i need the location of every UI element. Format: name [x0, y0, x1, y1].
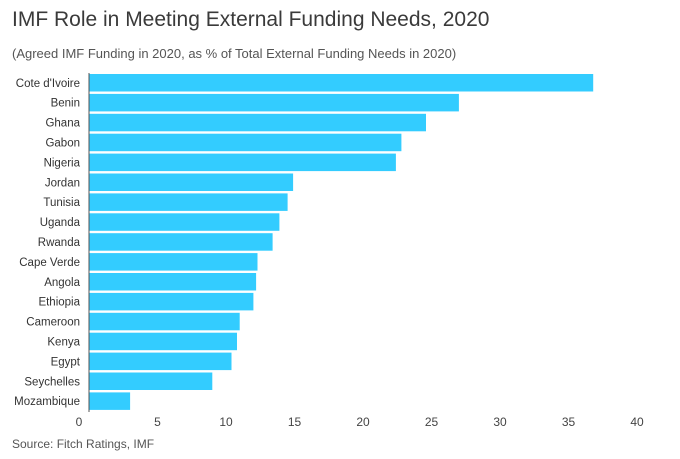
x-tick-label-0: 0 — [76, 415, 83, 429]
x-tick-label-40: 40 — [630, 415, 644, 429]
category-labels: Cote d'Ivoire Benin Ghana Gabon Nigeria Jorda… — [14, 78, 81, 408]
category-label-benin: Benin — [51, 98, 80, 110]
chart-subtitle: (Agreed IMF Funding in 2020, as % of Tot… — [12, 46, 457, 61]
category-label-tunisia: Tunisia — [43, 197, 80, 209]
x-tick-label-30: 30 — [493, 415, 507, 429]
category-label-mozambique: Mozambique — [14, 396, 80, 408]
category-label-uganda: Uganda — [40, 217, 81, 229]
x-tick-label-10: 10 — [219, 415, 233, 429]
category-label-seychelles: Seychelles — [24, 376, 80, 388]
bar-seychelles — [89, 372, 213, 390]
category-label-ghana: Ghana — [45, 118, 80, 130]
bars-group — [89, 74, 594, 410]
bar-angola — [89, 273, 257, 291]
bar-tunisia — [89, 193, 288, 211]
category-label-cape-verde: Cape Verde — [19, 257, 80, 269]
x-tick-label-15: 15 — [288, 415, 302, 429]
bar-benin — [89, 93, 459, 112]
source-note: Source: Fitch Ratings, IMF — [12, 437, 155, 451]
category-label-cote-d-ivoire: Cote d'Ivoire — [16, 78, 80, 90]
bar-egypt — [89, 352, 232, 371]
bar-kenya — [89, 332, 237, 351]
category-label-ethiopia: Ethiopia — [38, 297, 80, 309]
chart-title: IMF Role in Meeting External Funding Nee… — [12, 8, 490, 31]
x-tick-label-20: 20 — [356, 415, 370, 429]
x-tick-labels: 0 5 10 15 20 25 30 35 40 — [76, 415, 644, 429]
category-label-rwanda: Rwanda — [38, 237, 81, 249]
bar-mozambique — [89, 392, 131, 410]
x-tick-label-5: 5 — [154, 415, 161, 429]
category-label-nigeria: Nigeria — [44, 157, 81, 169]
bar-ethiopia — [89, 292, 254, 311]
bar-cameroon — [89, 312, 240, 331]
category-label-jordan: Jordan — [45, 177, 80, 189]
category-label-cameroon: Cameroon — [26, 317, 80, 329]
bar-cote-d-ivoire — [89, 74, 594, 92]
x-tick-label-25: 25 — [425, 415, 439, 429]
bar-jordan — [89, 173, 294, 191]
category-label-angola: Angola — [44, 277, 80, 289]
bar-uganda — [89, 213, 280, 231]
x-tick-label-35: 35 — [562, 415, 576, 429]
category-label-egypt: Egypt — [51, 356, 81, 368]
category-label-kenya: Kenya — [47, 336, 80, 348]
bar-gabon — [89, 133, 402, 152]
bar-nigeria — [89, 153, 396, 172]
bar-ghana — [89, 113, 426, 132]
bar-cape-verde — [89, 253, 258, 271]
category-label-gabon: Gabon — [45, 137, 80, 149]
bar-rwanda — [89, 233, 273, 251]
